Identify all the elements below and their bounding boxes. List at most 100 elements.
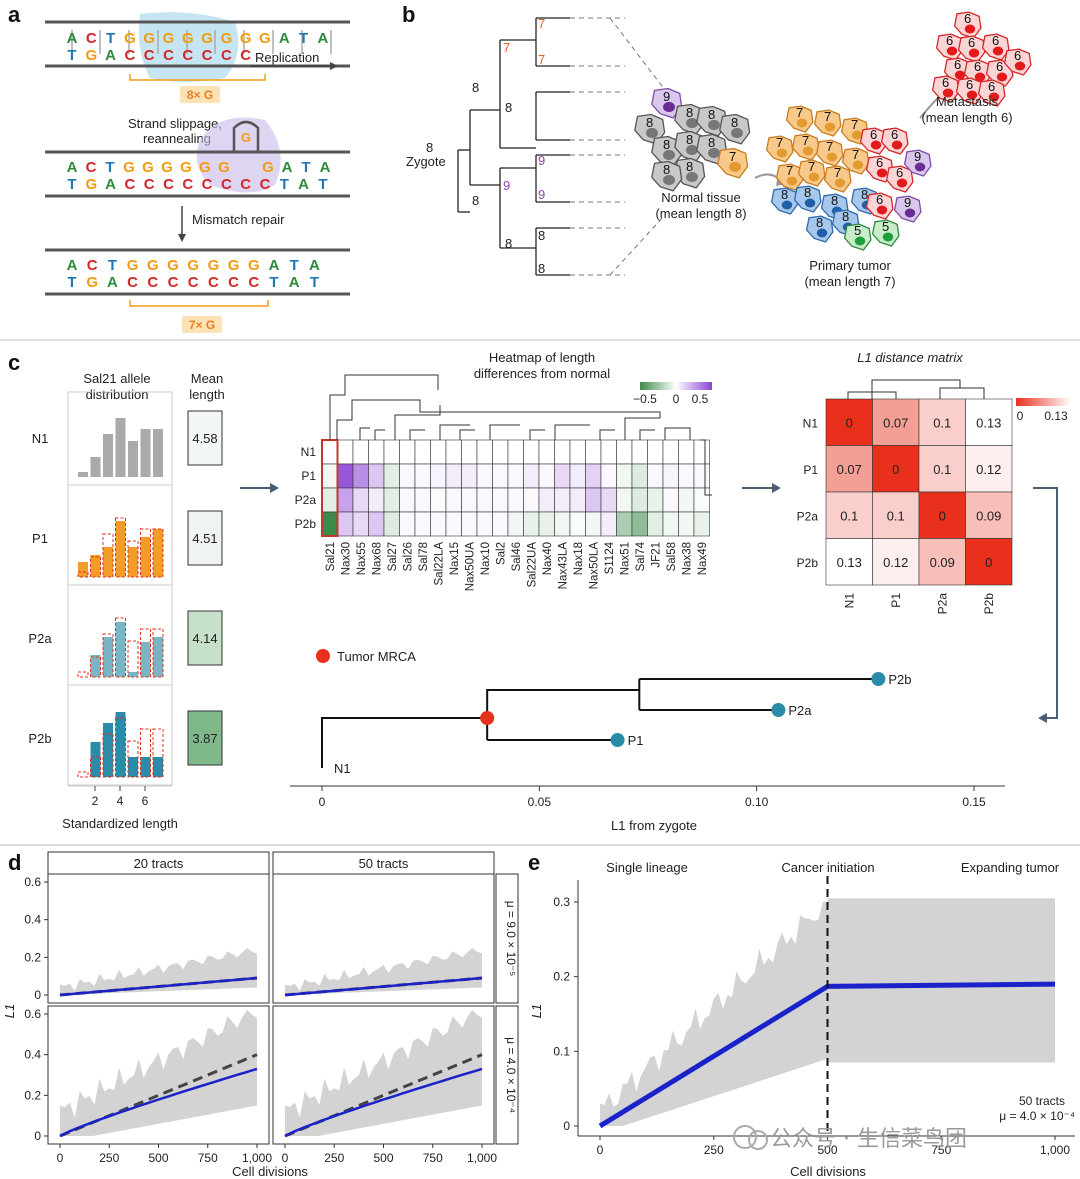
heatmap-cell xyxy=(616,463,633,489)
heatmap-cell xyxy=(321,511,338,537)
arrowhead xyxy=(178,234,186,242)
leaf-value: 9 xyxy=(538,187,545,202)
simulation-ribbon xyxy=(285,1009,482,1136)
heatmap-dendrogram xyxy=(529,429,545,440)
cell-length-label: 6 xyxy=(876,155,883,170)
normal-outline-bar xyxy=(77,671,89,678)
cell-length-label: 6 xyxy=(946,33,953,48)
observed-line xyxy=(284,976,483,997)
dna-base: C xyxy=(182,176,193,193)
tick-label: 0.4 xyxy=(24,913,41,927)
leaf-value: 9 xyxy=(538,153,545,168)
marker-label: Nax30 xyxy=(340,542,352,575)
dna-base: C xyxy=(168,274,179,291)
hist-bar xyxy=(103,434,113,477)
dna-base: C xyxy=(228,274,239,291)
cell-nucleus xyxy=(968,48,980,58)
primary-label: Primary tumor xyxy=(809,258,891,273)
hist-bar xyxy=(103,547,113,577)
heatmap-cell xyxy=(585,511,602,537)
heatmap-dendrogram xyxy=(344,374,439,390)
matrix-value: 0.12 xyxy=(976,462,1001,477)
marker-label: Sal78 xyxy=(418,542,430,571)
heatmap-dendrogram xyxy=(599,429,615,440)
slippage-label: reannealing xyxy=(143,131,211,146)
allele-title: Sal21 allele xyxy=(83,371,150,386)
hist-bar xyxy=(153,429,163,477)
dna-base: A xyxy=(279,30,290,47)
distance-title: L1 distance matrix xyxy=(857,350,963,365)
dna-base: T xyxy=(269,274,278,291)
hist-bar xyxy=(153,529,163,577)
dna-base: G xyxy=(85,47,97,64)
tick-label: 0 xyxy=(282,1151,289,1165)
heatmap-dendrogram xyxy=(554,424,590,440)
heatmap-cell xyxy=(616,487,633,513)
heatmap-cell xyxy=(383,439,400,465)
heatmap-cell xyxy=(337,511,354,537)
simulation-ribbon xyxy=(60,1009,257,1136)
heatmap-cell xyxy=(507,487,524,513)
heatmap-cell xyxy=(476,487,493,513)
cell-nucleus xyxy=(946,46,958,56)
matrix-col-label: P2b xyxy=(982,593,996,615)
hist-bar xyxy=(128,757,138,777)
heatmap-cell xyxy=(523,463,540,489)
heatmap-cell xyxy=(414,463,431,489)
heatmap-cell xyxy=(631,487,648,513)
dna-base: C xyxy=(127,274,138,291)
marker-label: Nax51 xyxy=(619,542,631,575)
marker-label: JF21 xyxy=(650,542,662,568)
dna-base: G xyxy=(187,257,199,274)
tick-label: 1,000 xyxy=(242,1151,272,1165)
dna-base: A xyxy=(269,257,280,274)
dna-base: C xyxy=(221,47,232,64)
cell-nucleus xyxy=(891,140,903,150)
heatmap-cell xyxy=(662,439,679,465)
matrix-dendrogram xyxy=(847,391,897,399)
heatmap-cell xyxy=(383,511,400,537)
heatmap-cell xyxy=(631,439,648,465)
cell-length-label: 8 xyxy=(781,187,788,202)
marker-label: Nax50LA xyxy=(588,542,600,590)
dna-base: A xyxy=(107,274,118,291)
normal-outline-bar xyxy=(77,571,89,578)
cell-length-label: 7 xyxy=(824,109,831,124)
phylo-branch xyxy=(321,717,488,768)
matrix-value: 0.09 xyxy=(930,555,955,570)
marker-label: Sal26 xyxy=(402,542,414,571)
arrowhead xyxy=(270,483,279,493)
heatmap-cell xyxy=(662,463,679,489)
normal-outline-bar xyxy=(102,633,114,678)
normal-outline-bar xyxy=(77,771,89,778)
cell-length-label: 8 xyxy=(686,105,693,120)
cell-nucleus xyxy=(663,101,675,113)
heatmap-cell xyxy=(492,439,509,465)
mean-title: Mean xyxy=(191,371,224,386)
heatmap-cell xyxy=(678,463,695,489)
heatmap-cell xyxy=(430,511,447,537)
cell-length-label: 5 xyxy=(854,223,861,238)
mean-length-box xyxy=(187,710,223,766)
marker-label: Nax49 xyxy=(697,542,709,575)
mrca-legend-label: Tumor MRCA xyxy=(337,649,416,664)
cell-length-label: 7 xyxy=(851,117,858,132)
heatmap-cell xyxy=(678,511,695,537)
normal-outline-bar xyxy=(115,517,126,578)
heatmap-cell xyxy=(678,487,695,513)
normal-outline-bar xyxy=(140,728,151,778)
observed-line xyxy=(284,1067,483,1138)
dna-base: G xyxy=(228,257,240,274)
heatmap-dendrogram xyxy=(639,429,655,440)
heatmap-cell xyxy=(445,463,462,489)
marker-label: S1124 xyxy=(604,541,616,574)
heatmap-dendrogram xyxy=(419,410,661,418)
cell-length-label: 6 xyxy=(954,57,961,72)
dna-base: G xyxy=(199,159,211,176)
dna-base: T xyxy=(290,257,299,274)
dna-base: C xyxy=(124,176,135,193)
tick-label: 0.2 xyxy=(553,970,570,984)
matrix-value: 0.13 xyxy=(976,415,1001,430)
heatmap-cell xyxy=(321,439,338,465)
cell-length-label: 8 xyxy=(646,115,653,130)
